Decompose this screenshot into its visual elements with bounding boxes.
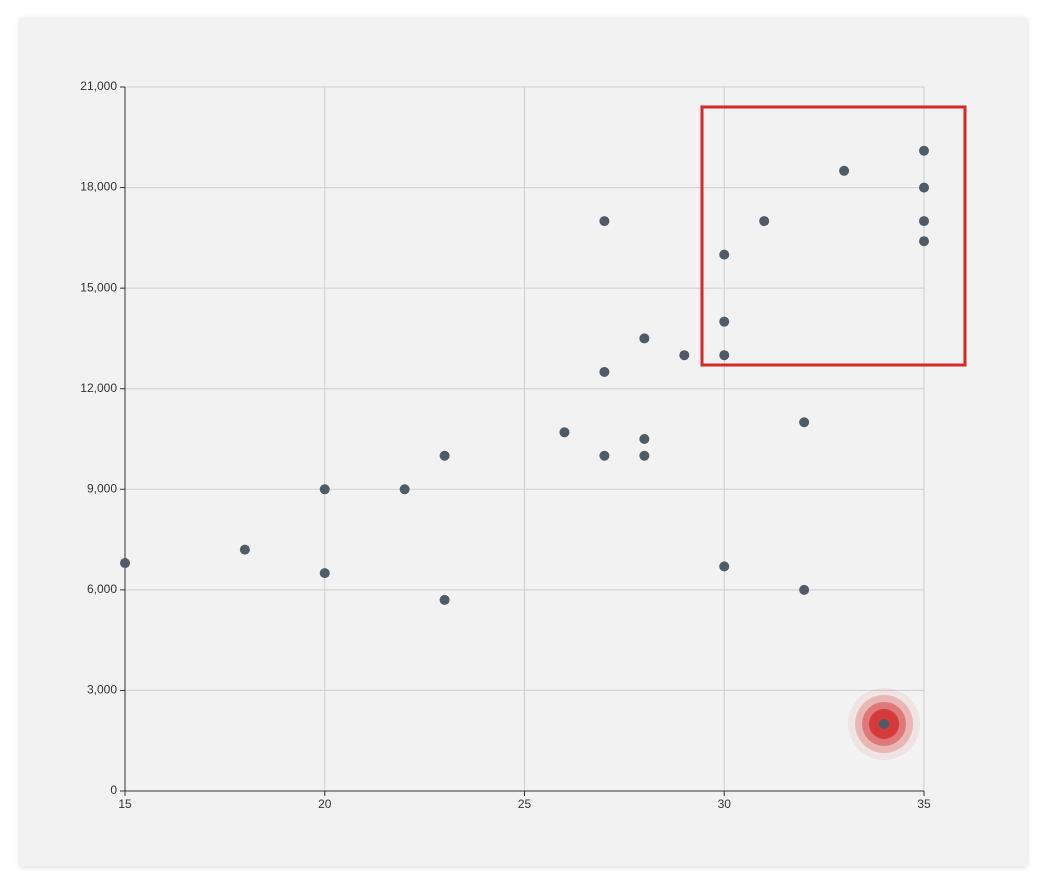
point bbox=[559, 427, 570, 438]
point bbox=[839, 165, 850, 176]
x-tick-label: 15 bbox=[118, 797, 132, 811]
point bbox=[439, 594, 450, 605]
y-tick-label: 21,000 bbox=[80, 79, 117, 93]
point bbox=[599, 216, 610, 227]
point bbox=[919, 145, 929, 156]
x-tick-label: 35 bbox=[917, 797, 931, 811]
point bbox=[599, 450, 610, 461]
y-tick-label: 6,000 bbox=[87, 582, 117, 596]
point bbox=[799, 584, 810, 595]
point bbox=[239, 544, 250, 555]
point bbox=[679, 350, 690, 361]
point bbox=[639, 434, 650, 444]
y-tick-label: 12,000 bbox=[80, 381, 117, 395]
point bbox=[599, 366, 610, 377]
point bbox=[319, 484, 330, 495]
point bbox=[919, 216, 929, 227]
x-tick-label: 25 bbox=[518, 797, 532, 811]
plot-area: 0 3,000 6,000 9,000 12,000 15,000 18,000 21,000… bbox=[80, 79, 931, 811]
selection-box bbox=[700, 105, 967, 367]
y-tick-label: 3,000 bbox=[87, 683, 117, 697]
y-tick-label: 15,000 bbox=[80, 280, 117, 294]
point bbox=[439, 450, 450, 461]
point bbox=[639, 333, 650, 344]
x-tick-label: 30 bbox=[718, 797, 732, 811]
point bbox=[919, 182, 929, 193]
point bbox=[719, 350, 730, 361]
y-tick-label: 9,000 bbox=[87, 481, 117, 495]
y-tick-label: 18,000 bbox=[80, 180, 117, 194]
x-tick-label: 20 bbox=[318, 797, 332, 811]
y-tick-label: 0 bbox=[110, 783, 117, 797]
point bbox=[120, 558, 130, 569]
point bbox=[719, 316, 730, 327]
point bbox=[719, 561, 730, 572]
point bbox=[759, 216, 770, 227]
point bbox=[319, 568, 330, 579]
point bbox=[919, 236, 929, 247]
card bbox=[20, 18, 1027, 866]
point bbox=[799, 417, 810, 428]
point bbox=[879, 718, 890, 729]
point bbox=[399, 484, 410, 495]
point bbox=[719, 249, 730, 260]
point bbox=[639, 450, 650, 461]
